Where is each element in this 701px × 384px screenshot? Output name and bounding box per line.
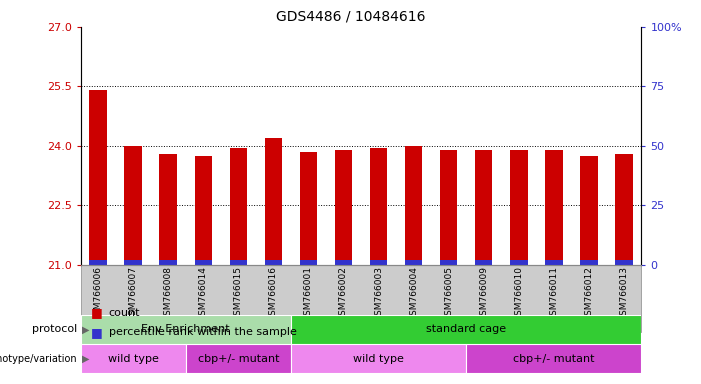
Text: percentile rank within the sample: percentile rank within the sample [109, 327, 297, 337]
Bar [265, 260, 283, 265]
Text: protocol: protocol [32, 324, 77, 334]
Bar [195, 260, 212, 265]
Text: ■: ■ [91, 306, 103, 319]
Text: ▶: ▶ [82, 324, 90, 334]
Bar [160, 260, 177, 265]
Text: cbp+/- mutant: cbp+/- mutant [198, 354, 279, 364]
Text: cbp+/- mutant: cbp+/- mutant [513, 354, 594, 364]
Bar [300, 152, 317, 265]
Bar [405, 146, 423, 265]
Bar [335, 150, 353, 265]
Bar [291, 315, 641, 344]
Bar [160, 154, 177, 265]
Bar [90, 90, 107, 265]
Bar [291, 344, 466, 373]
Bar [440, 150, 458, 265]
Bar [580, 156, 598, 265]
Bar [615, 154, 633, 265]
Text: genotype/variation: genotype/variation [0, 354, 77, 364]
Bar [125, 260, 142, 265]
Bar [545, 260, 562, 265]
Bar [265, 138, 283, 265]
Bar [195, 156, 212, 265]
Bar [580, 260, 598, 265]
Text: count: count [109, 308, 140, 318]
Bar [335, 260, 353, 265]
Text: GDS4486 / 10484616: GDS4486 / 10484616 [275, 10, 426, 23]
Bar [125, 146, 142, 265]
Bar [186, 344, 291, 373]
Bar [230, 148, 247, 265]
Bar [405, 260, 423, 265]
Text: Env Enrichment: Env Enrichment [142, 324, 230, 334]
Bar [440, 260, 458, 265]
Bar [615, 260, 633, 265]
Bar [545, 150, 562, 265]
Bar [510, 260, 528, 265]
Text: wild type: wild type [108, 354, 158, 364]
Bar [370, 148, 387, 265]
Bar [81, 344, 186, 373]
Text: ■: ■ [91, 326, 103, 339]
Bar [475, 150, 492, 265]
Text: ▶: ▶ [82, 354, 90, 364]
Bar [466, 344, 641, 373]
Bar [230, 260, 247, 265]
Bar [300, 260, 317, 265]
Bar [370, 260, 387, 265]
Text: standard cage: standard cage [426, 324, 506, 334]
Bar [475, 260, 492, 265]
Text: wild type: wild type [353, 354, 404, 364]
Bar [81, 315, 291, 344]
Bar [510, 150, 528, 265]
Bar [90, 260, 107, 265]
